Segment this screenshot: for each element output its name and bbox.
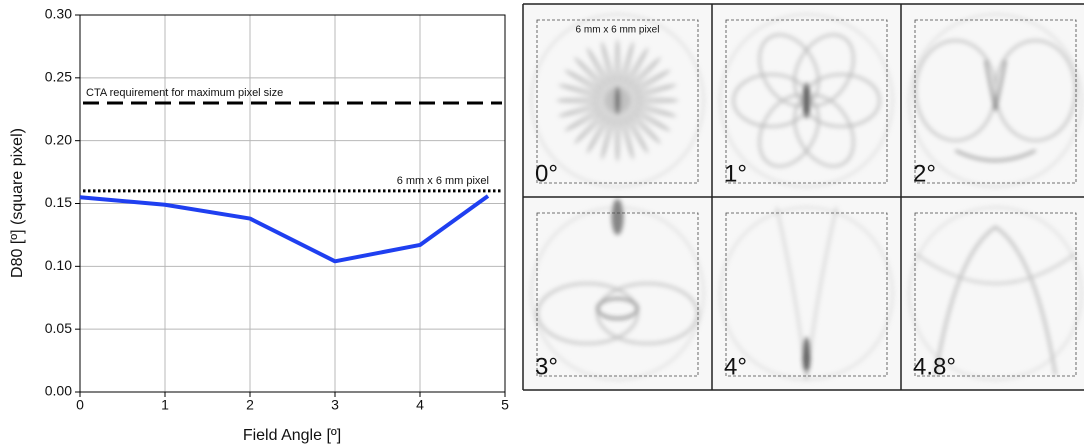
arc	[955, 149, 1036, 162]
core	[802, 337, 811, 373]
arc	[984, 60, 1007, 111]
panel-image	[530, 13, 705, 188]
reference-label: CTA requirement for maximum pixel size	[86, 87, 283, 99]
y-tick-label: 0.15	[45, 194, 72, 210]
halo	[908, 206, 1083, 381]
spot	[611, 199, 624, 235]
y-tick-label: 0.00	[45, 383, 72, 399]
x-tick-label: 1	[161, 397, 169, 413]
panel-note: 6 mm x 6 mm pixel	[576, 25, 660, 36]
panel-image	[719, 13, 894, 188]
halo	[530, 13, 705, 188]
x-tick-label: 0	[76, 397, 84, 413]
y-tick-label: 0.25	[45, 69, 72, 85]
y-tick-label: 0.10	[45, 257, 72, 273]
pixel-box	[536, 19, 699, 184]
data-line	[79, 194, 490, 264]
lobe	[596, 282, 699, 345]
pixel-box	[725, 212, 888, 377]
core	[802, 82, 811, 119]
panel-image	[908, 206, 1083, 381]
pixel-box	[536, 212, 699, 377]
x-tick-label: 2	[246, 397, 254, 413]
y-tick-label: 0.05	[45, 320, 72, 336]
core	[596, 297, 639, 320]
pixel-box	[914, 19, 1077, 184]
panel-image	[719, 206, 894, 381]
lobe	[994, 39, 1077, 142]
x-tick-label: 3	[331, 397, 339, 413]
panel-image	[908, 13, 1083, 188]
core	[614, 86, 621, 115]
y-tick-label: 0.30	[45, 6, 72, 22]
halo	[719, 13, 894, 188]
y-axis-label: D80 [º] (square pixel)	[9, 128, 26, 278]
panel-image	[530, 199, 705, 381]
curve	[934, 225, 1057, 376]
plot-frame	[79, 14, 506, 393]
panel-label: 2°	[913, 160, 936, 187]
pixel-box	[725, 19, 888, 184]
lobe	[536, 282, 639, 345]
pixel-box	[914, 212, 1077, 377]
reference-label: 6 mm x 6 mm pixel	[397, 175, 489, 187]
panel-label: 4.8°	[913, 353, 956, 380]
y-tick-label: 0.20	[45, 131, 72, 147]
halo	[908, 13, 1083, 188]
image-panels: 0° 6 mm x 6 mm pixel 1° 2° 3° 4° 4.8°	[522, 3, 1084, 391]
panel-label: 1°	[724, 160, 747, 187]
x-tick-label: 5	[501, 397, 509, 413]
x-tick-label: 4	[416, 397, 424, 413]
curve	[914, 252, 1077, 285]
x-axis-label: Field Angle [º]	[243, 427, 341, 444]
panel-label: 0°	[535, 160, 558, 187]
panel-label: 3°	[535, 353, 558, 380]
panel-label: 4°	[724, 353, 747, 380]
